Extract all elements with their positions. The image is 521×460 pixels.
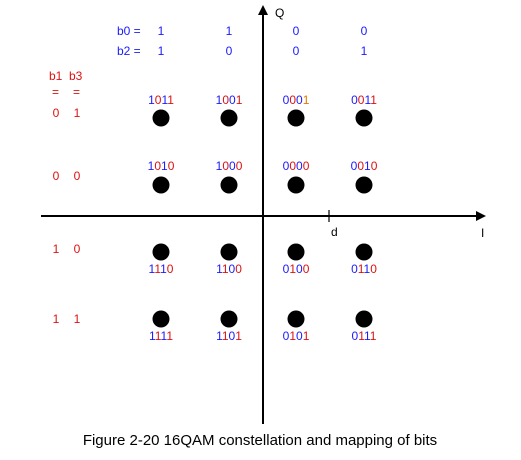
b1-row-value: 1 [53, 312, 60, 326]
constellation-point [152, 109, 170, 127]
b3-equals: = [73, 85, 80, 99]
constellation-point [355, 109, 373, 127]
figure-caption: Figure 2-20 16QAM constellation and mapp… [83, 432, 437, 449]
b0-value: 1 [226, 24, 233, 38]
constellation-point [355, 176, 373, 194]
row-labels: 0 10 01 01 1 [53, 106, 81, 326]
point-bit-label: 1101 [216, 329, 242, 343]
b0-header-label: b0 = [117, 24, 141, 38]
b2-value: 1 [361, 44, 368, 58]
constellation-point [220, 243, 238, 261]
b3-row-value: 0 [74, 169, 81, 183]
constellation-point [220, 176, 238, 194]
point-bit-label: 0010 [351, 159, 378, 173]
b0-value: 0 [293, 24, 300, 38]
b3-header-label: b3 [69, 69, 83, 83]
b2-value: 0 [293, 44, 300, 58]
d-tick-label: d [331, 225, 338, 239]
constellation-point [355, 243, 373, 261]
b0-value: 1 [158, 24, 165, 38]
i-axis-label: I [481, 226, 484, 240]
point-bit-label: 1001 [216, 93, 243, 107]
point-bit-label: 0110 [351, 262, 377, 276]
point-bit-label: 1111 [149, 329, 173, 343]
b2-value: 1 [158, 44, 165, 58]
point-bit-label: 1010 [148, 159, 175, 173]
constellation-point [152, 243, 170, 261]
b2-header-label: b2 = [117, 44, 141, 58]
q-axis-arrowhead [258, 5, 268, 15]
point-bit-label: 0011 [351, 93, 377, 107]
point-bit-label: 0100 [283, 262, 310, 276]
point-bit-label: 1100 [216, 262, 242, 276]
b3-row-value: 1 [74, 312, 81, 326]
point-bit-label: 1000 [216, 159, 243, 173]
point-bit-label: 0111 [352, 329, 377, 343]
q-axis-label: Q [275, 6, 284, 20]
point-bit-label: 1110 [149, 262, 174, 276]
b0-value: 0 [361, 24, 368, 38]
constellation-point [287, 176, 305, 194]
point-bit-label: 0001 [283, 93, 310, 107]
b3-row-value: 1 [74, 106, 81, 120]
b2-value: 0 [226, 44, 233, 58]
point-bit-label: 0000 [283, 159, 310, 173]
b1-equals: = [52, 85, 59, 99]
constellation-point [287, 243, 305, 261]
i-axis-arrowhead [476, 211, 486, 221]
constellation-point [287, 109, 305, 127]
b1-row-value: 1 [53, 242, 60, 256]
b1-row-value: 0 [53, 169, 60, 183]
constellation-point [287, 310, 305, 328]
constellation-point [220, 310, 238, 328]
b3-row-value: 0 [74, 242, 81, 256]
point-bit-label: 1011 [148, 93, 174, 107]
constellation-point [152, 310, 170, 328]
b1-header-label: b1 [49, 69, 63, 83]
point-bit-label: 0101 [283, 329, 310, 343]
constellation-point [220, 109, 238, 127]
constellation-point [152, 176, 170, 194]
constellation-point [355, 310, 373, 328]
b1-row-value: 0 [53, 106, 60, 120]
constellation-points: 1011 1001 0001 0011 1010 1000 0000 0010 1110 1100… [148, 93, 378, 343]
header-columns: 1 1 0 0 1 0 0 1 [158, 24, 368, 58]
